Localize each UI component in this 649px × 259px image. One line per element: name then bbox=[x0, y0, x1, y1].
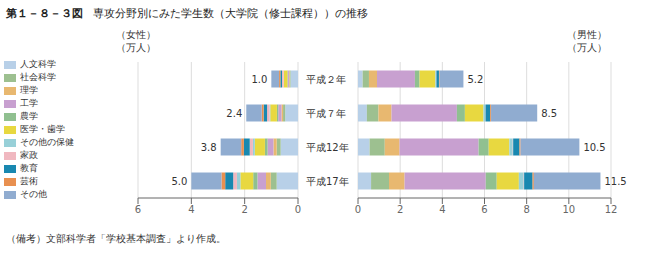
html-text:その他: その他 bbox=[20, 189, 47, 199]
svg-text:5.0: 5.0 bbox=[171, 176, 187, 187]
svg-text:5.2: 5.2 bbox=[467, 74, 483, 85]
html-text:人文科学: 人文科学 bbox=[20, 59, 56, 69]
svg-text:平成２年: 平成２年 bbox=[306, 74, 346, 85]
svg-text:12: 12 bbox=[605, 204, 618, 215]
svg-text:1.0: 1.0 bbox=[251, 74, 267, 85]
html-text:（男性）: （男性） bbox=[567, 29, 607, 40]
svg-text:2: 2 bbox=[241, 204, 247, 215]
html-text:その他の保健: その他の保健 bbox=[20, 137, 74, 147]
html-text:農学: 農学 bbox=[20, 111, 38, 121]
svg-text:10: 10 bbox=[562, 204, 575, 215]
svg-text:8.5: 8.5 bbox=[541, 108, 557, 119]
html-text:専攻分野別にみた学生数（大学院（修士課程））の推移: 専攻分野別にみた学生数（大学院（修士課程））の推移 bbox=[93, 7, 368, 20]
html-text:社会科学: 社会科学 bbox=[20, 72, 56, 82]
svg-text:0: 0 bbox=[355, 204, 361, 215]
html-text:医学・歯学: 医学・歯学 bbox=[20, 124, 65, 134]
html-text:（万人）: （万人） bbox=[567, 42, 607, 53]
html-text:（備考）文部科学者「学校基本調査」より作成。: （備考）文部科学者「学校基本調査」より作成。 bbox=[6, 233, 226, 244]
svg-text:8: 8 bbox=[523, 204, 529, 215]
svg-text:6: 6 bbox=[481, 204, 487, 215]
svg-text:平成12年: 平成12年 bbox=[306, 142, 349, 153]
svg-text:10.5: 10.5 bbox=[583, 142, 605, 153]
html-text:家政: 家政 bbox=[20, 150, 38, 160]
svg-text:6: 6 bbox=[135, 204, 141, 215]
html-text:芸術: 芸術 bbox=[20, 176, 38, 186]
html-text:教育: 教育 bbox=[20, 163, 38, 173]
svg-text:2: 2 bbox=[397, 204, 403, 215]
svg-text:11.5: 11.5 bbox=[604, 176, 626, 187]
html-text:（女性）: （女性） bbox=[116, 29, 156, 40]
html-text:工学: 工学 bbox=[20, 98, 38, 108]
svg-text:2.4: 2.4 bbox=[226, 108, 242, 119]
html-text:第１－８－３図: 第１－８－３図 bbox=[6, 7, 83, 20]
svg-text:4: 4 bbox=[188, 204, 194, 215]
html-text:（万人）: （万人） bbox=[116, 42, 156, 53]
html-text:理学: 理学 bbox=[20, 85, 38, 95]
svg-text:4: 4 bbox=[439, 204, 445, 215]
svg-text:0: 0 bbox=[295, 204, 301, 215]
svg-text:平成17年: 平成17年 bbox=[306, 176, 349, 187]
svg-text:3.8: 3.8 bbox=[201, 142, 217, 153]
svg-text:平成７年: 平成７年 bbox=[306, 108, 346, 119]
